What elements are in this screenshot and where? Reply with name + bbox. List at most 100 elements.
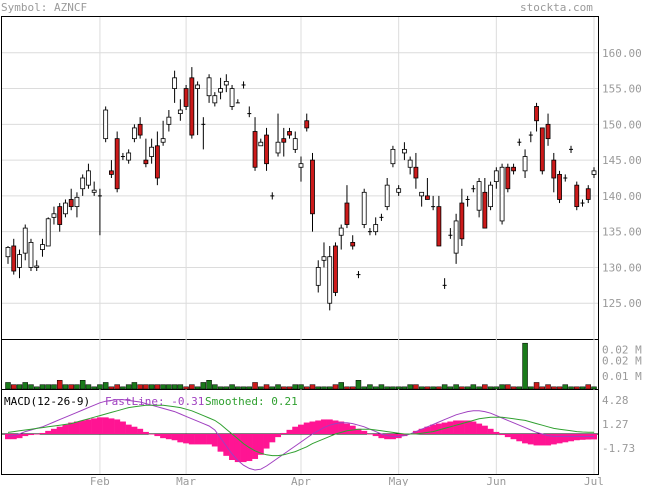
macd-histogram-bar xyxy=(27,434,34,436)
candle-body xyxy=(189,77,195,136)
macd-panel xyxy=(1,389,599,475)
macd-histogram-bar xyxy=(56,426,63,434)
volume-bar xyxy=(551,386,557,390)
macd-histogram-bar xyxy=(165,434,172,440)
candle-body xyxy=(218,88,223,93)
candle-body xyxy=(413,166,419,179)
macd-histogram-bar xyxy=(217,434,224,452)
macd-histogram-bar xyxy=(10,434,17,440)
candle-body xyxy=(476,181,482,211)
candle-body xyxy=(574,184,580,208)
candle-body xyxy=(74,196,80,208)
candle-body xyxy=(310,159,315,215)
macd-histogram-bar xyxy=(5,434,11,440)
candle-body xyxy=(350,241,356,247)
macd-histogram-bar xyxy=(96,417,103,434)
volume-bar xyxy=(499,384,505,390)
candle-body xyxy=(34,265,40,268)
macd-histogram-bar xyxy=(206,434,213,445)
candle-body xyxy=(327,256,333,304)
macd-histogram-bar xyxy=(447,421,454,434)
volume-bar xyxy=(430,386,436,390)
macd-histogram-bar xyxy=(298,424,304,434)
macd-histogram-bar xyxy=(234,434,241,463)
volume-bar xyxy=(33,386,40,390)
volume-bar xyxy=(28,384,34,390)
candlesticks xyxy=(5,67,597,311)
symbol-label: Symbol: AZNCF xyxy=(1,1,87,14)
macd-histogram-bar xyxy=(522,434,529,444)
volume-bar xyxy=(453,384,459,390)
month-tick-label: Mar xyxy=(176,475,196,486)
volume-bar xyxy=(91,386,97,390)
candle-body xyxy=(333,245,338,293)
volume-bars xyxy=(5,342,597,390)
macd-fast-label: FastLine: -0.31 xyxy=(105,395,204,408)
gridlines xyxy=(2,17,598,474)
candle-body xyxy=(114,138,120,190)
macd-histogram-bar xyxy=(504,434,511,438)
macd-histogram-bar xyxy=(160,434,167,439)
volume-bar xyxy=(223,386,230,390)
macd-histogram-bar xyxy=(16,434,23,439)
macd-histogram-bar xyxy=(470,421,477,434)
candle-body xyxy=(206,77,212,97)
macd-histogram-bar xyxy=(171,434,178,441)
price-tick-label: 145.00 xyxy=(602,154,642,167)
candle-body xyxy=(424,195,430,200)
macd-histogram-bar xyxy=(453,420,460,434)
price-tick-label: 135.00 xyxy=(602,226,642,239)
macd-histogram-bar xyxy=(533,434,540,446)
macd-histogram-bar xyxy=(412,430,419,434)
month-tick-label: Jun xyxy=(486,475,506,486)
macd-histogram-bar xyxy=(73,421,80,434)
candle-body xyxy=(390,148,396,165)
volume-bar xyxy=(568,386,574,390)
volume-bar xyxy=(585,384,592,390)
volume-bar xyxy=(418,386,425,390)
volume-bar xyxy=(212,384,218,390)
macd-histogram-bar xyxy=(556,434,563,444)
volume-bar xyxy=(395,386,402,390)
volume-bar xyxy=(579,386,586,390)
candle-body xyxy=(45,218,51,247)
volume-bar xyxy=(269,386,276,390)
volume-bar xyxy=(407,384,413,390)
macd-histogram-bar xyxy=(292,426,299,434)
volume-bar xyxy=(22,382,28,390)
macd-histogram-bar xyxy=(516,434,523,442)
macd-tick-label: 1.27 xyxy=(602,418,629,431)
volume-bar xyxy=(16,384,23,390)
volume-bar xyxy=(51,384,57,390)
candle-body xyxy=(223,81,229,86)
macd-histogram-bar xyxy=(286,429,293,434)
macd-histogram-bar xyxy=(154,434,161,437)
volume-bar xyxy=(309,384,316,390)
macd-histogram-bar xyxy=(114,419,121,434)
macd-histogram-bar xyxy=(108,418,115,434)
candle-body xyxy=(482,191,488,229)
volume-bar xyxy=(275,384,281,390)
volume-panel xyxy=(1,339,599,390)
volume-bar xyxy=(447,386,454,390)
candle-body xyxy=(591,170,597,175)
volume-bar xyxy=(74,384,80,390)
candle-body xyxy=(177,109,183,115)
candle-body xyxy=(396,188,402,193)
volume-bar xyxy=(281,386,287,390)
macd-histogram-bar xyxy=(188,434,195,445)
candle-body xyxy=(298,163,304,168)
macd-histogram-bar xyxy=(252,434,259,459)
candle-body xyxy=(172,77,178,89)
candle-body xyxy=(109,170,114,175)
candle-body xyxy=(137,123,143,136)
price-tick-label: 130.00 xyxy=(602,261,642,274)
volume-bar xyxy=(79,380,86,390)
macd-histogram-bar xyxy=(142,431,149,434)
macd-histogram-bar xyxy=(33,434,40,435)
volume-bar xyxy=(436,386,442,390)
volume-bar xyxy=(487,386,494,390)
candle-body xyxy=(292,138,298,150)
volume-bar xyxy=(160,384,166,390)
